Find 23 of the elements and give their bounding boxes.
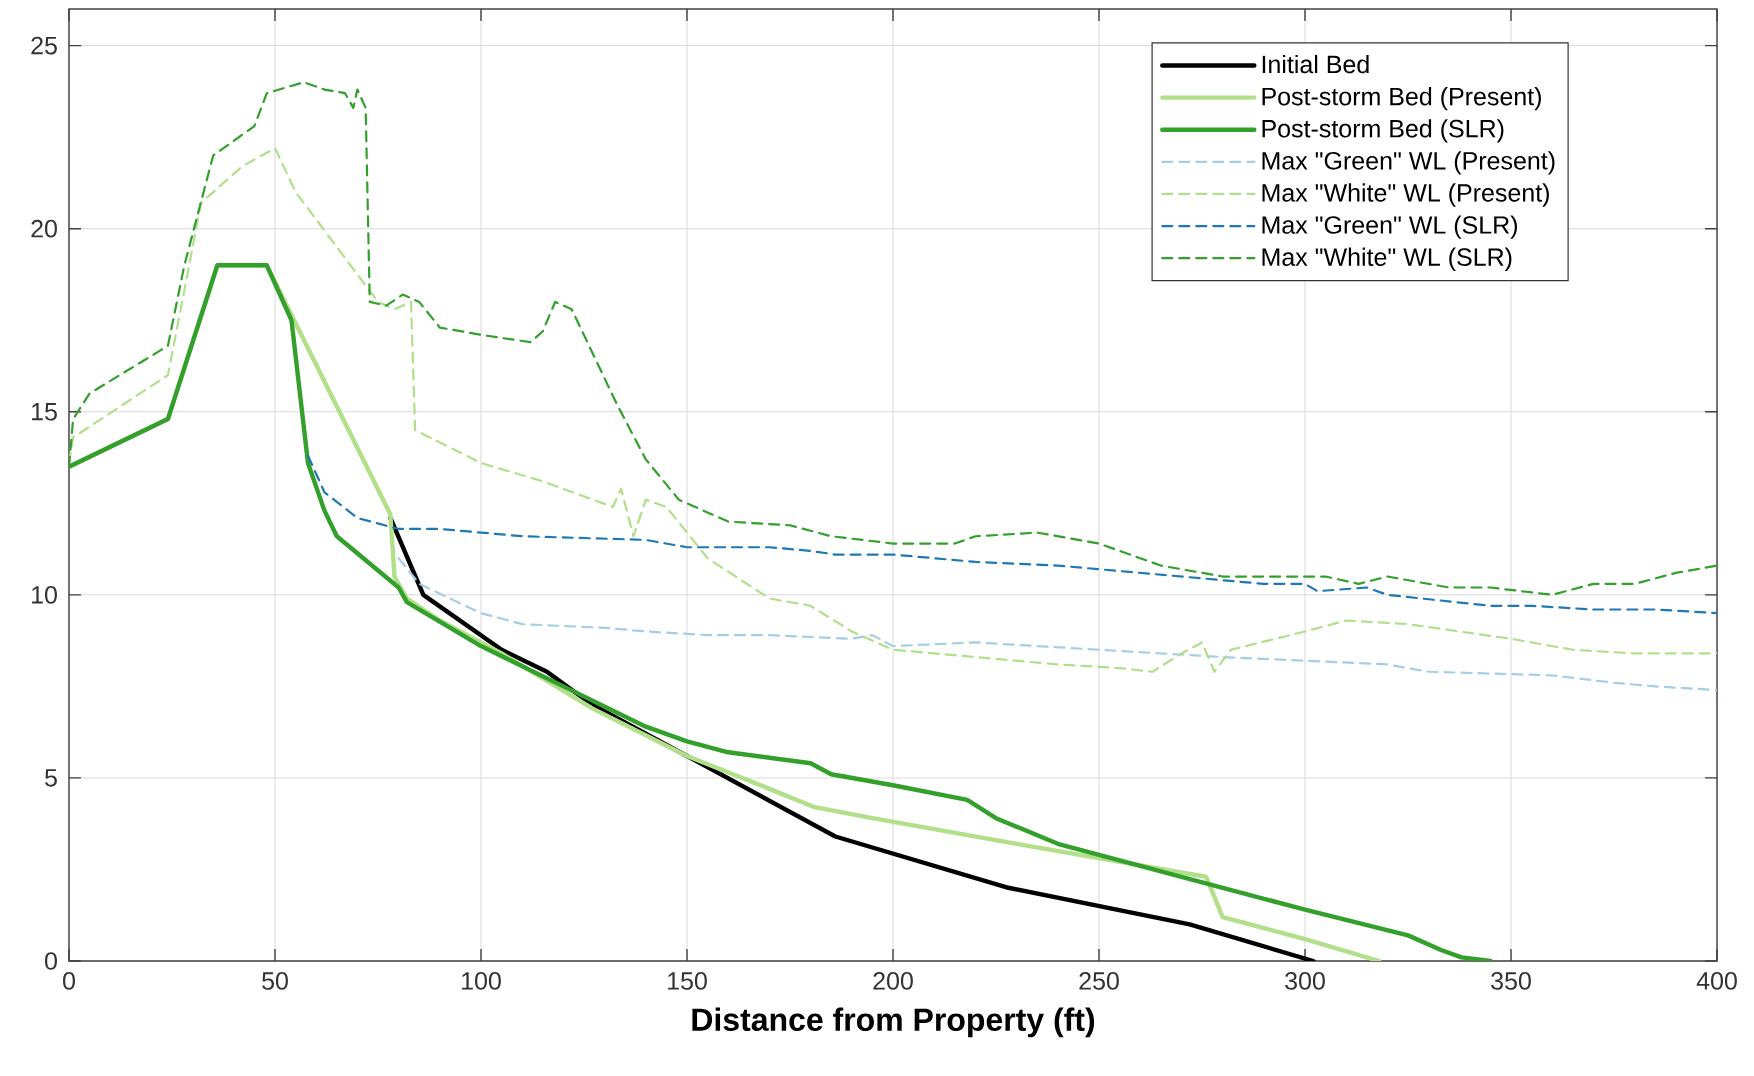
legend-label: Post-storm Bed (Present) [1262, 87, 1541, 111]
legend-label: Max "Green" WL (Present) [1262, 151, 1555, 175]
y-tick-label: 0 [45, 952, 57, 970]
y-tick-label: 5 [45, 769, 57, 787]
legend-label: Max "White" WL (SLR) [1262, 247, 1512, 271]
x-tick-label: 350 [1491, 972, 1531, 990]
x-tick-label: 400 [1696, 972, 1737, 990]
x-tick-label: 150 [668, 972, 707, 990]
y-tick-label: 25 [31, 36, 57, 55]
legend-label: Post-storm Bed (SLR) [1262, 119, 1504, 143]
x-tick-label: 200 [873, 972, 913, 990]
y-tick-label: 15 [32, 403, 57, 421]
legend-label: Initial Bed [1262, 54, 1369, 74]
x-axis-title: Distance from Property (ft) [692, 1007, 1095, 1038]
x-tick-label: 50 [262, 972, 288, 990]
x-tick-label: 100 [462, 972, 501, 990]
legend-label: Max "White" WL (Present) [1262, 183, 1549, 207]
legend-label: Max "Green" WL (SLR) [1262, 215, 1517, 239]
x-tick-label: 300 [1285, 972, 1325, 990]
y-tick-label: 10 [32, 586, 57, 604]
y-tick-label: 20 [31, 219, 57, 238]
x-tick-label: 250 [1079, 972, 1119, 990]
x-tick-label: 0 [63, 972, 75, 990]
